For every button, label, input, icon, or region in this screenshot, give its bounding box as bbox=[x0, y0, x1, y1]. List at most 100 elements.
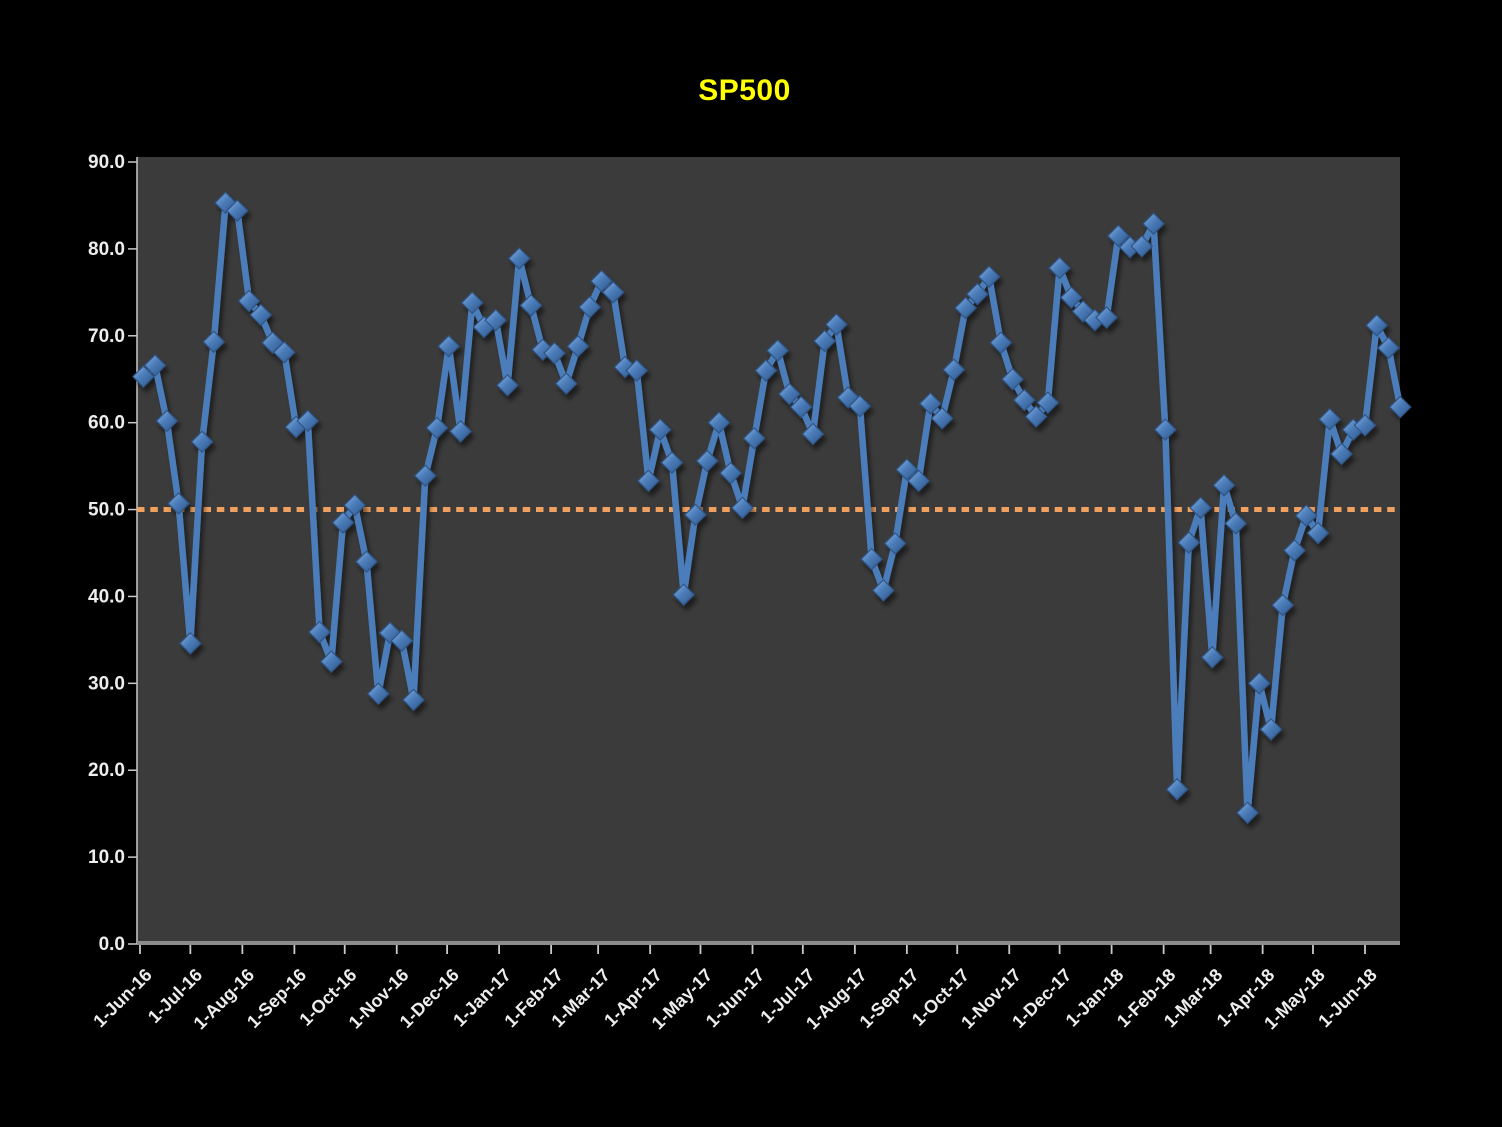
data-point-marker bbox=[507, 247, 531, 270]
data-point-marker bbox=[1377, 336, 1400, 360]
data-point-marker bbox=[543, 341, 566, 365]
data-point-marker bbox=[601, 280, 625, 304]
data-point-marker bbox=[954, 296, 977, 320]
data-point-marker bbox=[413, 464, 437, 488]
data-point-marker bbox=[425, 416, 449, 440]
data-point-marker bbox=[566, 334, 590, 358]
data-point-marker bbox=[272, 340, 296, 364]
data-point-marker bbox=[590, 269, 613, 293]
x-axis-line bbox=[137, 941, 1400, 945]
data-point-marker bbox=[1024, 405, 1048, 428]
data-point-marker bbox=[1365, 314, 1389, 337]
data-point-marker bbox=[895, 458, 919, 481]
data-point-marker bbox=[1165, 777, 1189, 801]
data-point-marker bbox=[789, 395, 813, 419]
data-point-marker bbox=[1259, 718, 1283, 741]
data-point-marker bbox=[1318, 407, 1342, 431]
data-point-marker bbox=[402, 688, 425, 712]
data-point-marker bbox=[836, 386, 860, 409]
chart-title: SP500 bbox=[698, 74, 791, 107]
data-point-marker bbox=[695, 449, 719, 473]
data-point-marker bbox=[519, 294, 543, 317]
data-point-marker bbox=[672, 583, 696, 607]
data-point-marker bbox=[1353, 413, 1377, 437]
data-point-marker bbox=[707, 411, 731, 435]
data-point-marker bbox=[907, 469, 930, 493]
data-point-marker bbox=[249, 303, 273, 327]
data-point-marker bbox=[1130, 234, 1154, 258]
data-point-marker bbox=[989, 331, 1013, 355]
data-point-marker bbox=[637, 469, 660, 493]
data-point-marker bbox=[1330, 442, 1353, 466]
y-tick-label: 30.0 bbox=[88, 673, 125, 694]
data-point-marker bbox=[1001, 367, 1024, 391]
data-point-marker bbox=[919, 392, 942, 415]
data-point-marker bbox=[1059, 286, 1083, 309]
y-tick-label: 10.0 bbox=[88, 847, 125, 868]
data-point-marker bbox=[1177, 531, 1201, 554]
data-point-marker bbox=[766, 339, 790, 362]
data-point-marker bbox=[449, 420, 472, 443]
data-point-marker bbox=[308, 620, 331, 644]
data-point-marker bbox=[1189, 496, 1212, 520]
data-point-marker bbox=[143, 353, 167, 377]
data-point-marker bbox=[742, 426, 766, 450]
data-point-marker bbox=[319, 650, 343, 673]
data-point-marker bbox=[731, 496, 754, 520]
data-point-marker bbox=[1106, 224, 1130, 248]
data-point-marker bbox=[872, 579, 895, 602]
data-point-marker bbox=[1306, 521, 1330, 545]
data-point-marker bbox=[684, 503, 707, 527]
data-point-marker bbox=[237, 289, 261, 313]
data-point-marker bbox=[190, 430, 214, 454]
data-point-marker bbox=[648, 418, 672, 441]
data-point-marker bbox=[1224, 512, 1248, 535]
data-point-marker bbox=[625, 359, 649, 382]
data-point-marker bbox=[1153, 418, 1177, 441]
data-point-marker bbox=[754, 359, 778, 382]
data-point-marker bbox=[1236, 801, 1259, 825]
data-point-marker bbox=[554, 372, 578, 395]
data-point-marker bbox=[813, 329, 837, 353]
data-point-marker bbox=[801, 422, 825, 446]
x-tick-label: 1-Jun-16 bbox=[89, 965, 155, 1031]
series-sp500 bbox=[132, 191, 1412, 825]
data-point-marker bbox=[1013, 388, 1036, 412]
data-point-marker bbox=[1200, 645, 1224, 669]
data-point-marker bbox=[848, 394, 872, 418]
data-point-marker bbox=[1212, 473, 1236, 497]
data-point-marker bbox=[1247, 671, 1271, 695]
y-tick-label: 90.0 bbox=[88, 152, 125, 173]
data-point-marker bbox=[860, 547, 883, 571]
y-tick-label: 20.0 bbox=[88, 760, 125, 781]
data-point-marker bbox=[719, 461, 743, 485]
y-tick-label: 70.0 bbox=[88, 326, 125, 347]
data-point-marker bbox=[977, 265, 1001, 289]
data-point-marker bbox=[484, 308, 508, 332]
data-point-marker bbox=[531, 338, 555, 362]
data-point-marker bbox=[355, 550, 378, 574]
data-point-marker bbox=[178, 632, 202, 655]
data-point-marker bbox=[613, 355, 637, 379]
data-point-marker bbox=[1142, 212, 1165, 236]
data-point-marker bbox=[155, 409, 179, 433]
data-point-marker bbox=[578, 295, 602, 319]
data-point-marker bbox=[1036, 391, 1060, 415]
data-point-marker bbox=[1095, 306, 1118, 329]
y-tick-label: 50.0 bbox=[88, 500, 125, 521]
data-point-marker bbox=[331, 511, 355, 534]
data-point-marker bbox=[1294, 504, 1318, 527]
data-point-marker bbox=[1283, 539, 1306, 562]
plot-area bbox=[137, 157, 1400, 944]
data-point-marker bbox=[343, 493, 367, 517]
data-point-marker bbox=[1271, 593, 1295, 617]
y-tick-label: 60.0 bbox=[88, 413, 125, 434]
data-point-marker bbox=[825, 313, 848, 336]
data-point-marker bbox=[390, 629, 414, 653]
data-point-marker bbox=[883, 532, 907, 555]
data-point-marker bbox=[496, 373, 519, 397]
y-tick-label: 0.0 bbox=[99, 934, 125, 955]
data-point-marker bbox=[1048, 256, 1071, 280]
